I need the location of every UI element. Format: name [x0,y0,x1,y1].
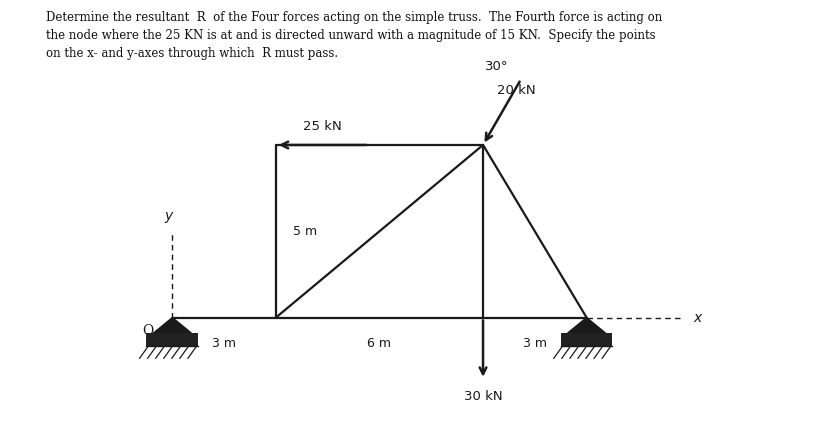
Polygon shape [153,318,191,333]
Text: 5 m: 5 m [293,225,317,238]
Text: 30 kN: 30 kN [463,390,502,403]
Polygon shape [567,318,605,333]
Text: y: y [165,208,173,223]
Text: x: x [693,311,701,324]
Text: 30°: 30° [484,60,508,74]
Text: O: O [142,324,153,339]
Text: 3 m: 3 m [212,336,236,350]
Text: 20 kN: 20 kN [496,83,535,97]
Text: Determine the resultant  R  of the Four forces acting on the simple truss.  The : Determine the resultant R of the Four fo… [45,11,661,59]
Bar [560,333,612,346]
Text: 6 m: 6 m [367,336,391,350]
Text: 3 m: 3 m [522,336,546,350]
Bar [146,333,198,346]
Text: 25 kN: 25 kN [303,120,342,133]
